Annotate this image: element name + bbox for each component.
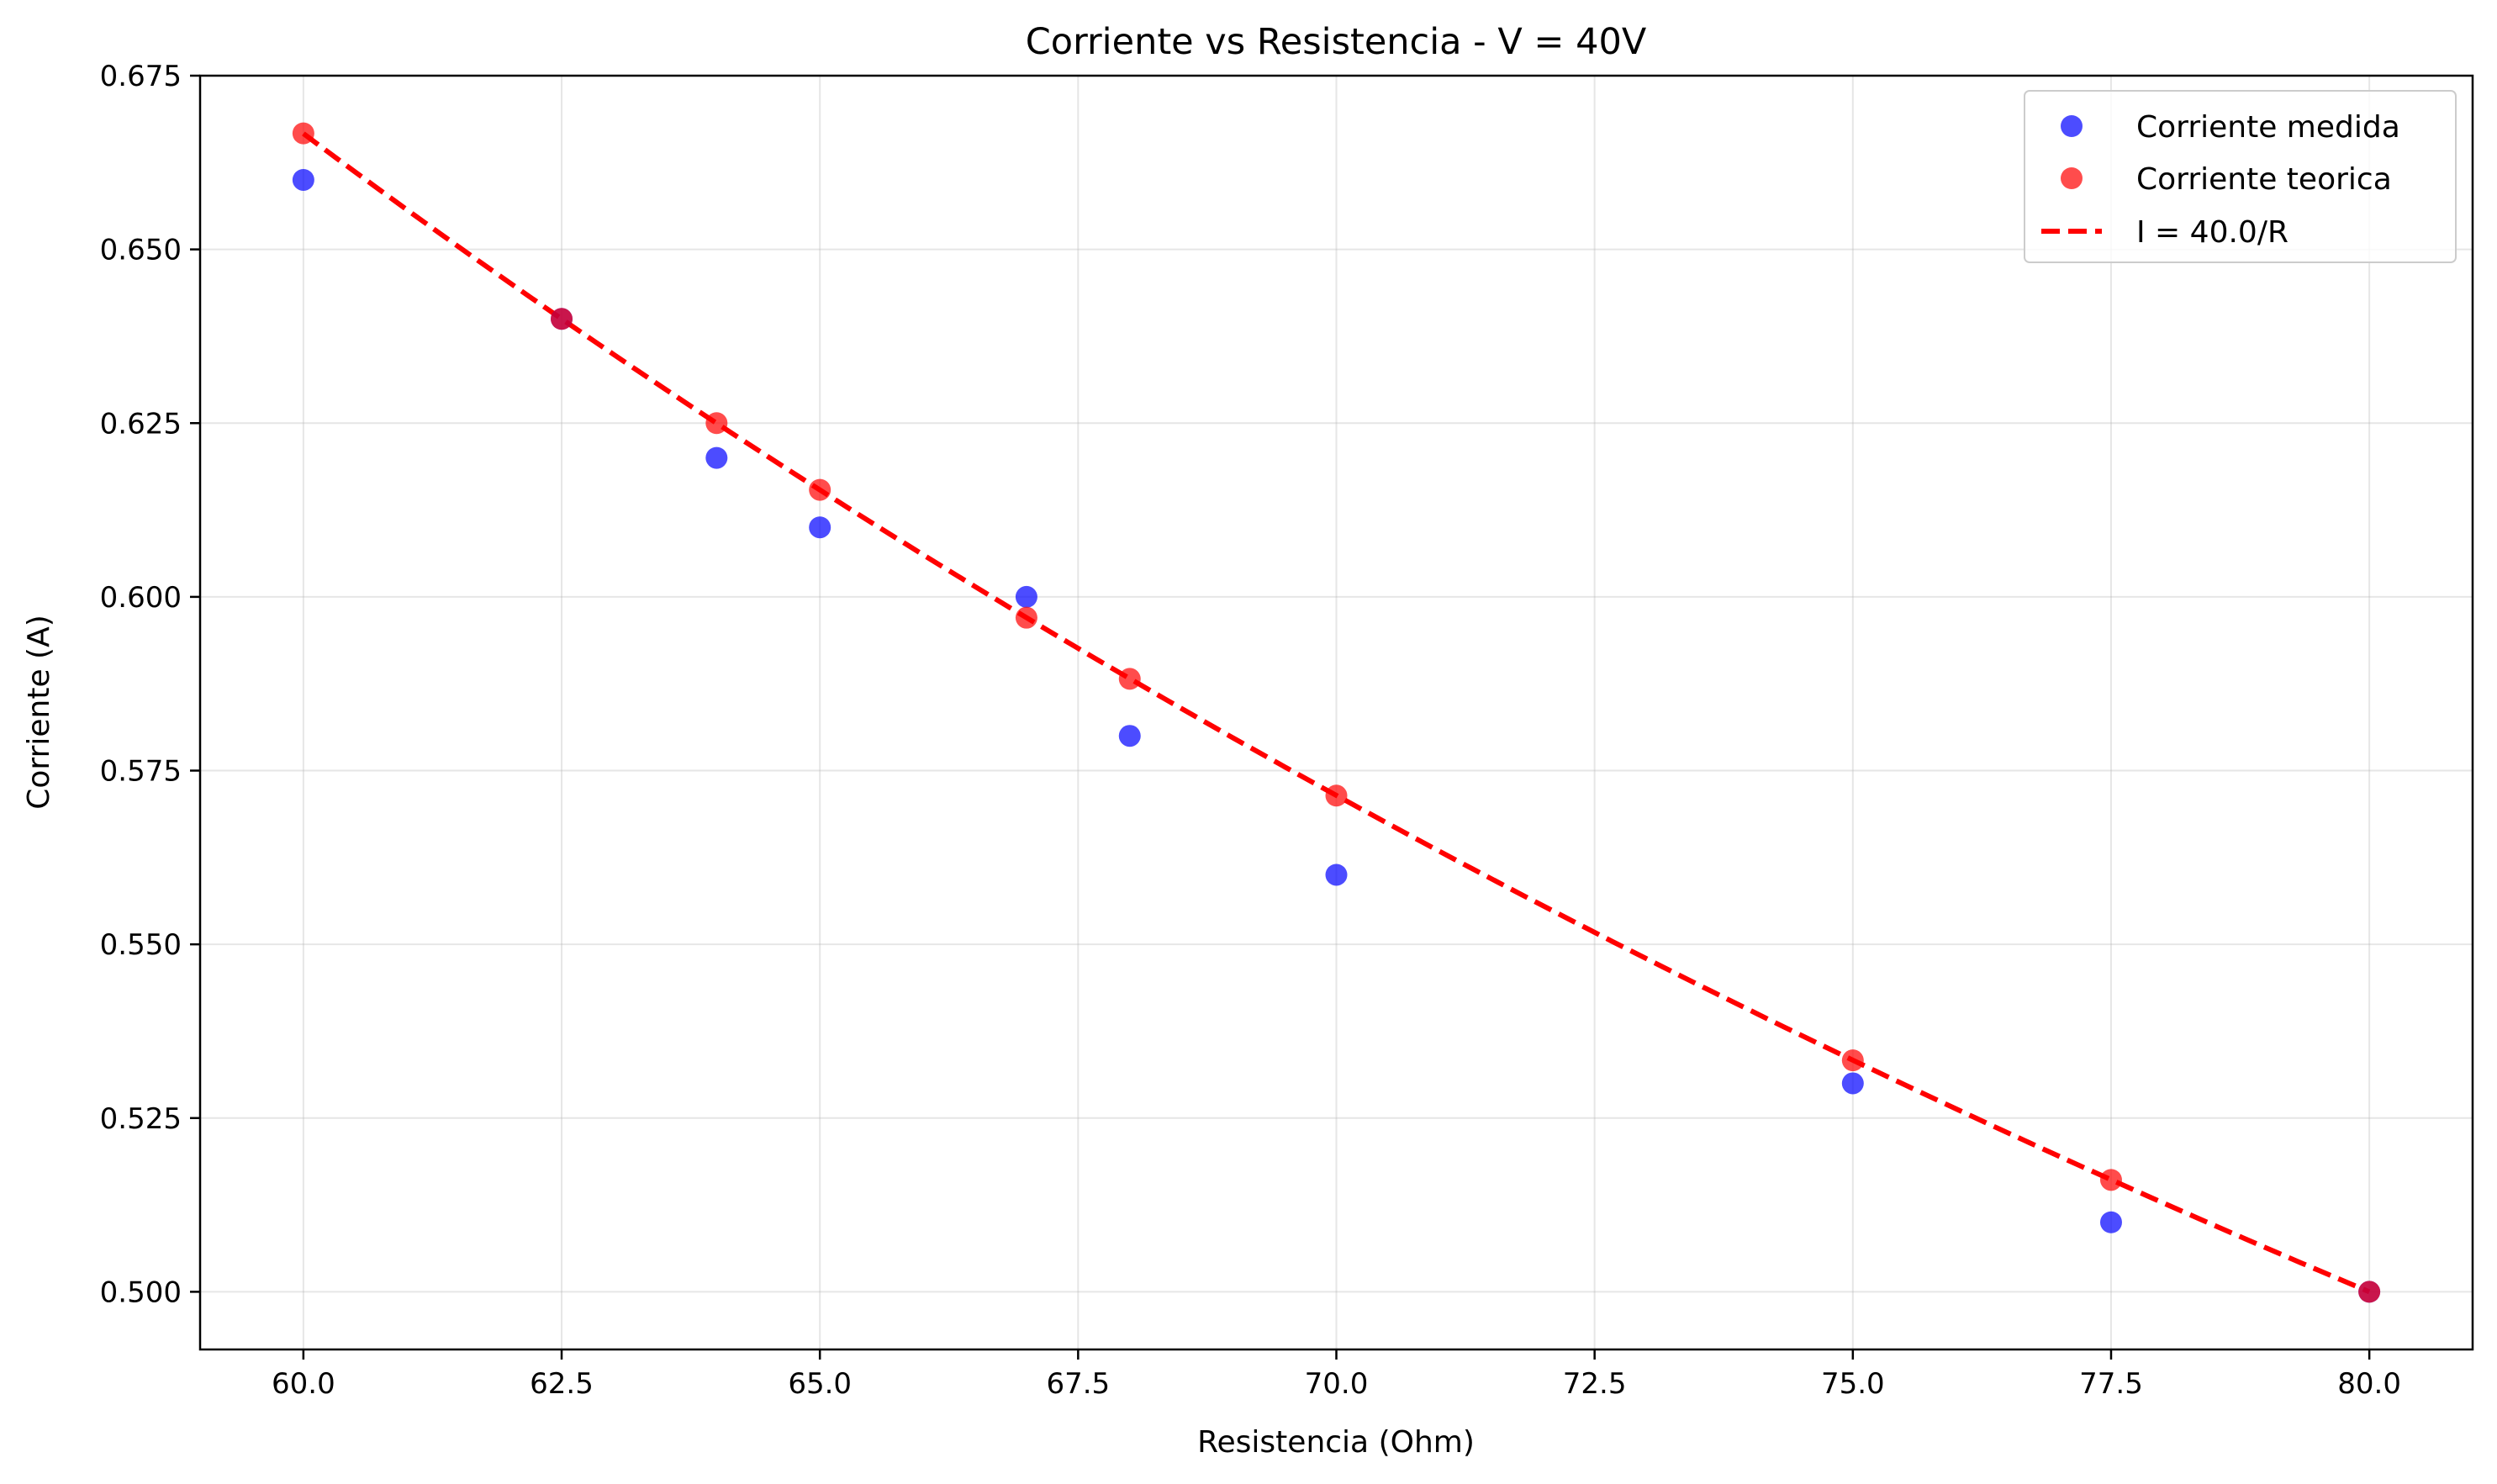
measured-point [705,446,728,469]
y-tick-label: 0.550 [100,928,182,962]
theoretical-point [1841,1049,1864,1072]
x-tick-label: 75.0 [1821,1367,1885,1401]
legend-label-line: I = 40.0/R [2136,215,2288,250]
x-tick-label: 67.5 [1046,1367,1110,1401]
measured-point [1325,863,1348,886]
x-tick-label: 62.5 [530,1367,594,1401]
measured-point [2099,1211,2122,1233]
x-tick-label: 60.0 [272,1367,335,1401]
y-axis-label: Corriente (A) [22,615,56,810]
theoretical-point [551,308,573,330]
theoretical-point [1118,668,1141,690]
legend: Corriente medida Corriente teorica I = 40.… [2024,90,2457,263]
theoretical-point [705,412,728,435]
chart-title: Corriente vs Resistencia - V = 40V [1026,21,1647,63]
y-tick-label: 0.600 [100,581,182,615]
theoretical-point [1015,606,1037,629]
y-tick-label: 0.500 [100,1275,182,1309]
plot-area [292,122,2381,1303]
x-tick-label: 65.0 [788,1367,852,1401]
measured-point [292,168,314,191]
x-tick-label: 80.0 [2337,1367,2401,1401]
x-tick-label: 72.5 [1563,1367,1627,1401]
theoretical-point [1325,784,1348,807]
x-axis: 60.0 62.5 65.0 67.5 70.0 72.5 75.0 77.5 80.0 [272,1349,2401,1401]
legend-box [2024,90,2457,263]
x-tick-label: 77.5 [2079,1367,2143,1401]
legend-marker-measured [2061,115,2083,137]
legend-label-measured: Corriente medida [2136,110,2400,145]
grid [200,75,2473,1349]
measured-point [809,516,831,539]
y-tick-label: 0.525 [100,1102,182,1136]
y-tick-label: 0.675 [100,60,182,93]
y-tick-label: 0.650 [100,234,182,267]
theoretical-point [2099,1169,2122,1191]
y-tick-label: 0.625 [100,407,182,441]
theoretical-point [292,122,314,145]
theoretical-point [2358,1281,2381,1303]
legend-label-theoretical: Corriente teorica [2136,162,2392,197]
measured-point [1118,725,1141,747]
legend-marker-theoretical [2061,167,2083,189]
measured-point [1015,585,1037,608]
x-tick-label: 70.0 [1305,1367,1369,1401]
measured-point [1841,1072,1864,1095]
theoretical-point [809,478,831,501]
y-tick-label: 0.575 [100,755,182,789]
y-axis: 0.500 0.525 0.550 0.575 0.600 0.625 0.650 0.675 [100,60,200,1309]
x-axis-label: Resistencia (Ohm) [1197,1425,1475,1460]
